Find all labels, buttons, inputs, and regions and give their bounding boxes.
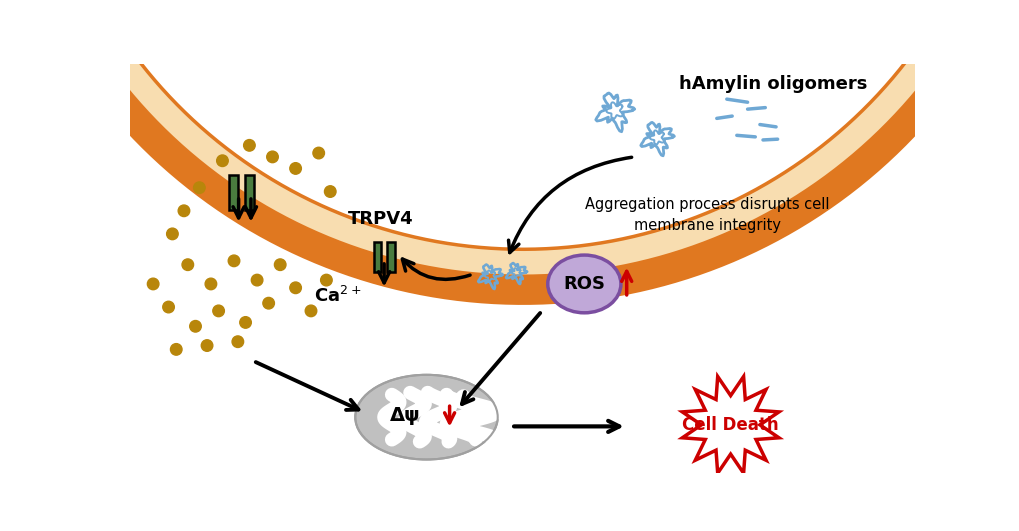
Circle shape	[239, 316, 251, 328]
Text: hAmylin oligomers: hAmylin oligomers	[679, 75, 866, 93]
Ellipse shape	[547, 255, 621, 313]
FancyArrowPatch shape	[508, 157, 631, 253]
Circle shape	[274, 259, 285, 270]
Circle shape	[251, 275, 263, 286]
FancyBboxPatch shape	[245, 175, 254, 210]
Text: Ca$^{2+}$: Ca$^{2+}$	[314, 286, 361, 305]
Circle shape	[266, 151, 278, 162]
Circle shape	[244, 140, 255, 151]
Circle shape	[263, 297, 274, 309]
Circle shape	[147, 278, 159, 290]
Circle shape	[289, 282, 301, 294]
Circle shape	[166, 228, 178, 239]
Circle shape	[170, 344, 181, 355]
Polygon shape	[35, 0, 1010, 303]
Circle shape	[201, 340, 213, 352]
Circle shape	[216, 155, 228, 167]
Text: Δψ: Δψ	[389, 406, 420, 425]
Circle shape	[228, 255, 239, 267]
Circle shape	[178, 205, 190, 217]
Circle shape	[181, 259, 194, 270]
Circle shape	[190, 321, 201, 332]
Text: Aggregation process disrupts cell
membrane integrity: Aggregation process disrupts cell membra…	[585, 196, 829, 233]
Circle shape	[324, 186, 335, 198]
FancyBboxPatch shape	[386, 243, 394, 272]
Circle shape	[289, 162, 301, 174]
Circle shape	[305, 305, 317, 316]
Circle shape	[194, 182, 205, 193]
Circle shape	[232, 336, 244, 347]
Polygon shape	[682, 376, 779, 473]
Text: ROS: ROS	[562, 275, 604, 293]
Circle shape	[320, 275, 332, 286]
FancyBboxPatch shape	[373, 243, 381, 272]
Circle shape	[163, 301, 174, 313]
Text: Cell Death: Cell Death	[682, 416, 779, 434]
Ellipse shape	[355, 375, 497, 459]
Circle shape	[213, 305, 224, 316]
Circle shape	[313, 147, 324, 159]
FancyArrowPatch shape	[403, 259, 470, 279]
Text: TRPV4: TRPV4	[347, 210, 413, 228]
FancyBboxPatch shape	[229, 175, 238, 210]
Circle shape	[205, 278, 216, 290]
Polygon shape	[59, 0, 985, 276]
